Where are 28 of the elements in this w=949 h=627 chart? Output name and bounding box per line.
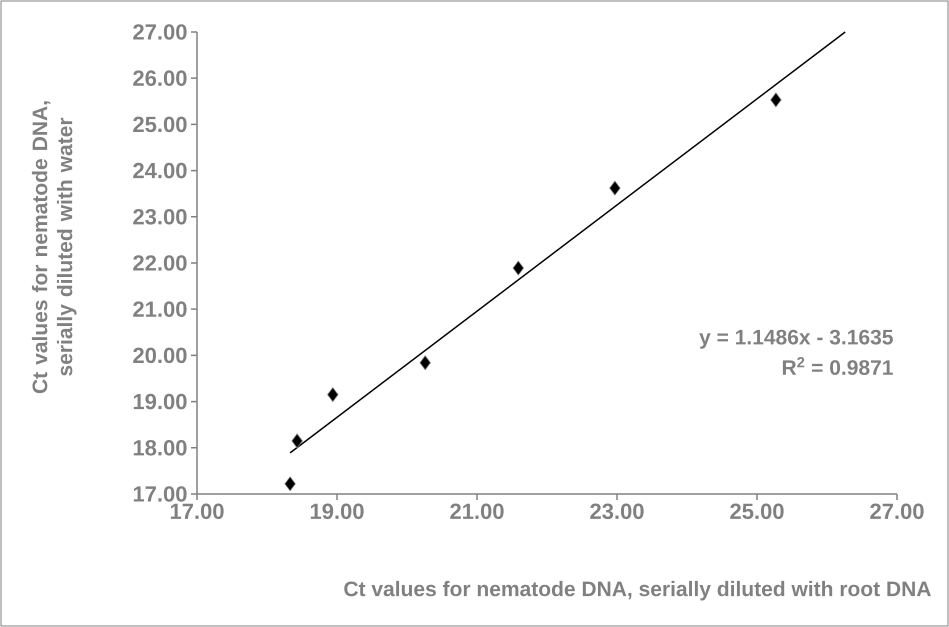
point [512, 260, 524, 276]
y-tick-label: 22.00 [133, 255, 187, 271]
x-tick-label: 23.00 [590, 504, 644, 520]
point [291, 433, 303, 448]
y-tick-label: 19.00 [134, 394, 187, 410]
y-tick-label: 24.00 [133, 162, 187, 178]
point [609, 180, 621, 196]
y-tick-label: 27.00 [133, 24, 187, 40]
y-tick-label: 17.00 [134, 486, 187, 502]
x-tick-label: 27.00 [870, 504, 924, 520]
y-tick-label: 26.00 [133, 70, 187, 86]
point [284, 476, 296, 492]
y-axis-title: Ct values for nematode DNA, serially diluted with water [32, 101, 76, 394]
x-tick-label: 19.00 [310, 504, 364, 520]
y-tick-label: 21.00 [133, 301, 187, 317]
point [420, 355, 431, 370]
x-tick-label: 25.00 [730, 504, 784, 520]
point [327, 387, 338, 402]
x-tick-label: 21.00 [450, 504, 504, 520]
annotation: y = 1.1486x - 3.1635 [699, 330, 893, 349]
y-tick-label: 20.00 [133, 348, 187, 364]
x-tick-label: 17.00 [170, 504, 224, 520]
annotation: R$^{2}$ = 0.9871 [782, 357, 893, 375]
x-axis-title: Ct values for nematode DNA, serially diluted with root DNA [344, 580, 931, 600]
y-tick-label: 18.00 [134, 440, 187, 456]
y-tick-label: 25.00 [133, 116, 187, 132]
y-tick-label: 23.00 [133, 208, 187, 225]
point [770, 92, 782, 108]
